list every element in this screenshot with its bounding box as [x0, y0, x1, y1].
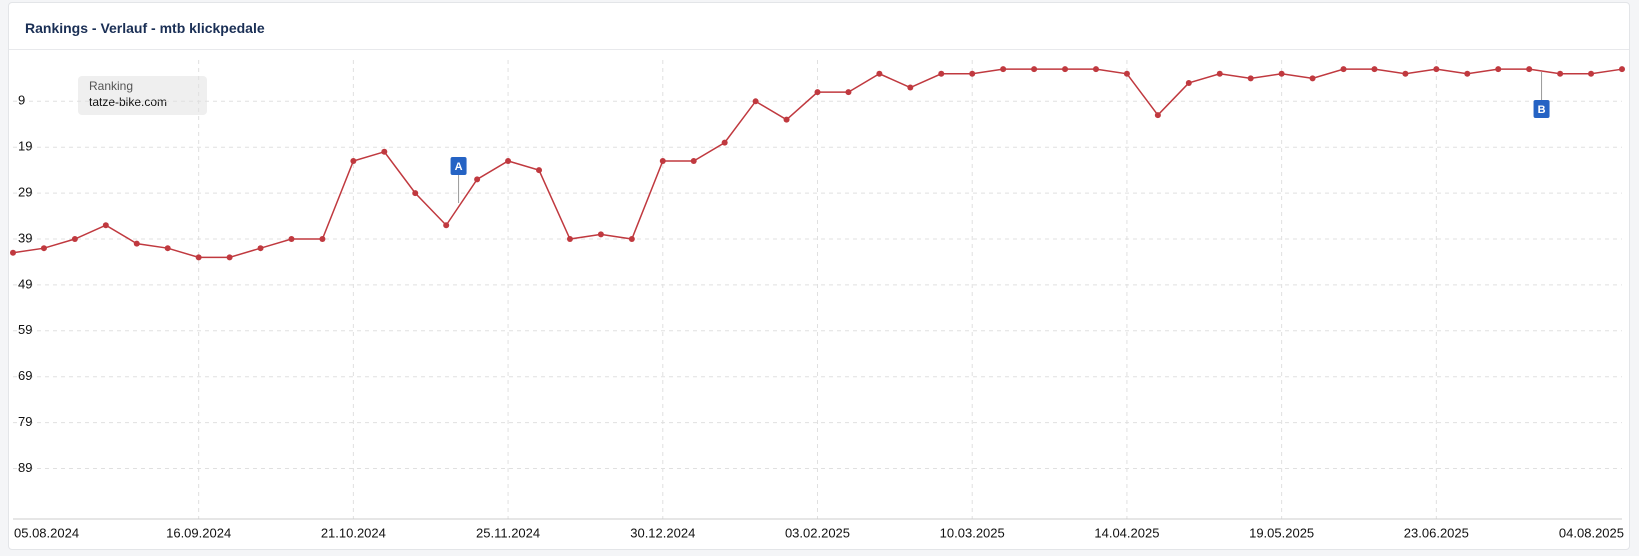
annotation-label: A — [455, 161, 463, 173]
point — [1588, 70, 1595, 77]
point — [1526, 66, 1533, 73]
annotation-flag — [450, 157, 467, 175]
point — [814, 89, 821, 96]
y-tick-label: 49 — [18, 276, 32, 291]
point — [876, 70, 883, 77]
point — [783, 116, 790, 123]
point — [40, 245, 47, 252]
point — [164, 245, 171, 252]
point — [195, 254, 202, 261]
point — [938, 70, 945, 77]
legend-entry: tatze-bike.com — [89, 95, 167, 109]
x-tick-label: 14.04.2025 — [1094, 525, 1159, 540]
point — [1464, 70, 1471, 77]
x-tick-label: 25.11.2024 — [476, 525, 540, 540]
point — [597, 231, 604, 238]
point — [226, 254, 233, 261]
point — [907, 84, 914, 91]
point — [969, 70, 976, 77]
point — [845, 89, 852, 96]
x-tick-label: 23.06.2025 — [1404, 525, 1469, 540]
point — [133, 240, 140, 247]
y-tick-label: 69 — [18, 368, 32, 383]
x-tick-label: 19.05.2025 — [1249, 525, 1314, 540]
x-tick-label: 30.12.2024 — [630, 525, 695, 540]
point — [319, 236, 326, 243]
annotation-flag — [1533, 100, 1550, 118]
point — [1495, 66, 1502, 73]
point — [1557, 70, 1564, 77]
y-tick-label: 9 — [18, 93, 25, 108]
y-tick-label: 89 — [18, 460, 32, 475]
point — [1619, 66, 1625, 73]
point — [1000, 66, 1007, 73]
point — [1309, 75, 1316, 82]
point — [443, 222, 450, 229]
point — [1402, 70, 1409, 77]
point — [350, 157, 357, 164]
point — [752, 98, 759, 105]
point — [1278, 70, 1285, 77]
point — [1092, 66, 1099, 73]
point — [1123, 70, 1130, 77]
point — [1247, 75, 1254, 82]
grid — [13, 60, 1622, 519]
x-tick-label: 03.02.2025 — [785, 525, 850, 540]
point — [1031, 66, 1038, 73]
point — [566, 236, 573, 243]
point — [505, 157, 512, 164]
point — [71, 236, 78, 243]
x-tick-label: 21.10.2024 — [321, 525, 386, 540]
chart-title: Rankings - Verlauf - mtb klickpedale — [25, 20, 265, 36]
point — [102, 222, 109, 229]
legend-title: Ranking — [89, 79, 133, 93]
point — [1340, 66, 1347, 73]
point — [628, 236, 635, 243]
y-tick-label: 59 — [18, 322, 32, 337]
point — [10, 249, 16, 256]
point — [288, 236, 295, 243]
point — [1062, 66, 1069, 73]
point — [1154, 112, 1161, 119]
point — [1185, 79, 1192, 86]
x-tick-label: 05.08.2024 — [14, 525, 79, 540]
point — [721, 139, 728, 146]
point — [536, 167, 543, 174]
legend-box — [78, 76, 207, 115]
y-tick-label: 29 — [18, 185, 32, 200]
y-tick-label: 79 — [18, 414, 32, 429]
point — [1433, 66, 1440, 73]
x-tick-label: 04.08.2025 — [1559, 525, 1624, 540]
x-tick-label: 16.09.2024 — [166, 525, 231, 540]
separator — [9, 49, 1629, 50]
point — [257, 245, 264, 252]
point — [412, 190, 419, 197]
point — [659, 157, 666, 164]
point — [690, 157, 697, 164]
point — [1371, 66, 1378, 73]
y-tick-label: 19 — [18, 139, 32, 154]
point — [381, 148, 388, 155]
point — [1216, 70, 1223, 77]
y-tick-label: 39 — [18, 230, 32, 245]
x-tick-label: 10.03.2025 — [940, 525, 1005, 540]
point — [474, 176, 481, 183]
annotation-label: B — [1538, 104, 1546, 116]
